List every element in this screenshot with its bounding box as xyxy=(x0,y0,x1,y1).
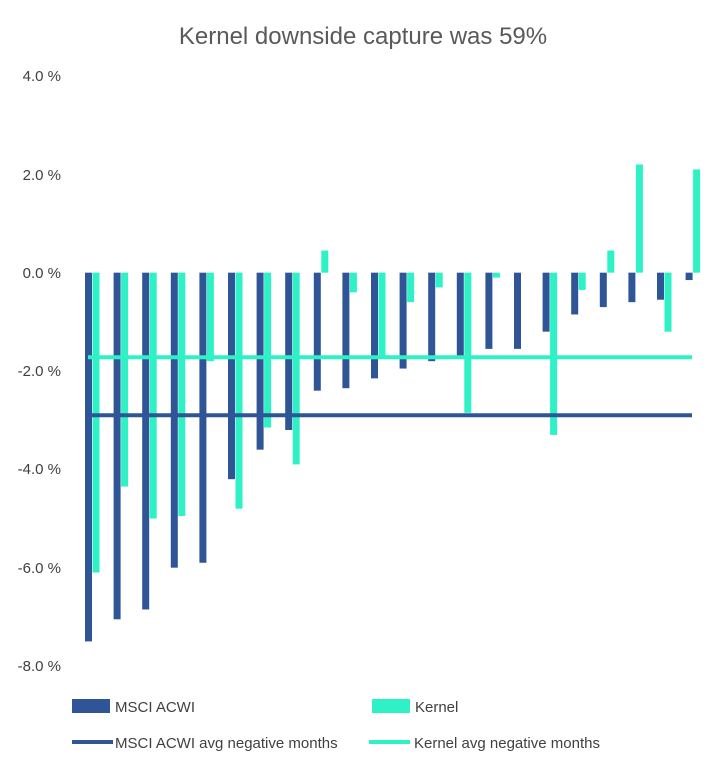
bar-msci-acwi xyxy=(85,272,92,642)
bar-msci-acwi xyxy=(485,272,493,349)
bar-kernel xyxy=(578,272,586,290)
bars-group xyxy=(85,164,701,642)
legend-label-msci: MSCI ACWI xyxy=(115,699,195,716)
bar-msci-acwi xyxy=(628,272,636,303)
y-axis: 4.0 % 2.0 % 0.0 % -2.0 % -4.0 % -6.0 % -… xyxy=(18,68,61,675)
bar-msci-acwi xyxy=(113,272,121,620)
legend: MSCI ACWI Kernel MSCI ACWI avg negative … xyxy=(72,699,600,752)
bar-kernel xyxy=(178,272,186,517)
bar-msci-acwi xyxy=(657,272,664,300)
legend-label-kernel-avg: Kernel avg negative months xyxy=(414,735,600,752)
bar-kernel xyxy=(664,272,672,332)
bar-kernel xyxy=(635,164,643,273)
legend-swatch-kernel xyxy=(372,699,410,713)
bar-kernel xyxy=(321,250,329,273)
reference-lines xyxy=(88,355,692,418)
bar-kernel xyxy=(492,272,500,278)
y-tick-label: -8.0 % xyxy=(18,658,61,675)
bar-kernel xyxy=(149,272,157,519)
bar-kernel xyxy=(92,272,100,573)
y-tick-label: 0.0 % xyxy=(23,265,61,282)
bar-msci-acwi xyxy=(228,272,235,480)
bar-msci-acwi xyxy=(428,272,436,362)
bar-kernel xyxy=(464,272,472,413)
bar-msci-acwi xyxy=(313,272,321,391)
bar-msci-acwi xyxy=(142,272,150,610)
bar-kernel xyxy=(550,272,558,435)
bar-msci-acwi xyxy=(371,272,378,379)
bar-msci-acwi xyxy=(599,272,607,308)
bar-kernel xyxy=(349,272,357,293)
bar-kernel xyxy=(378,272,386,357)
bar-msci-acwi xyxy=(342,272,350,389)
bar-kernel xyxy=(264,272,272,428)
bar-msci-acwi xyxy=(456,272,464,357)
y-tick-label: -4.0 % xyxy=(18,461,61,478)
y-tick-label: 2.0 % xyxy=(23,167,61,184)
bar-kernel xyxy=(121,272,129,487)
y-tick-label: -6.0 % xyxy=(18,560,61,577)
bar-msci-acwi xyxy=(170,272,178,568)
bar-kernel xyxy=(235,272,243,509)
bar-msci-acwi xyxy=(542,272,550,332)
bar-msci-acwi xyxy=(199,272,207,563)
y-tick-label: 4.0 % xyxy=(23,68,61,85)
bar-msci-acwi xyxy=(685,272,693,281)
bar-msci-acwi xyxy=(514,272,521,349)
legend-swatch-msci xyxy=(72,699,110,713)
bar-kernel xyxy=(607,250,615,273)
bar-kernel xyxy=(206,272,214,362)
bar-kernel xyxy=(693,169,701,273)
bar-kernel xyxy=(292,272,300,465)
legend-label-kernel: Kernel xyxy=(415,699,458,716)
legend-label-msci-avg: MSCI ACWI avg negative months xyxy=(115,735,338,752)
bar-msci-acwi xyxy=(256,272,264,450)
bar-msci-acwi xyxy=(571,272,579,315)
bar-msci-acwi xyxy=(285,272,293,430)
bar-kernel xyxy=(435,272,443,288)
bar-msci-acwi xyxy=(399,272,407,369)
bar-kernel xyxy=(407,272,415,303)
chart-title: Kernel downside capture was 59% xyxy=(179,23,547,50)
y-tick-label: -2.0 % xyxy=(18,363,61,380)
